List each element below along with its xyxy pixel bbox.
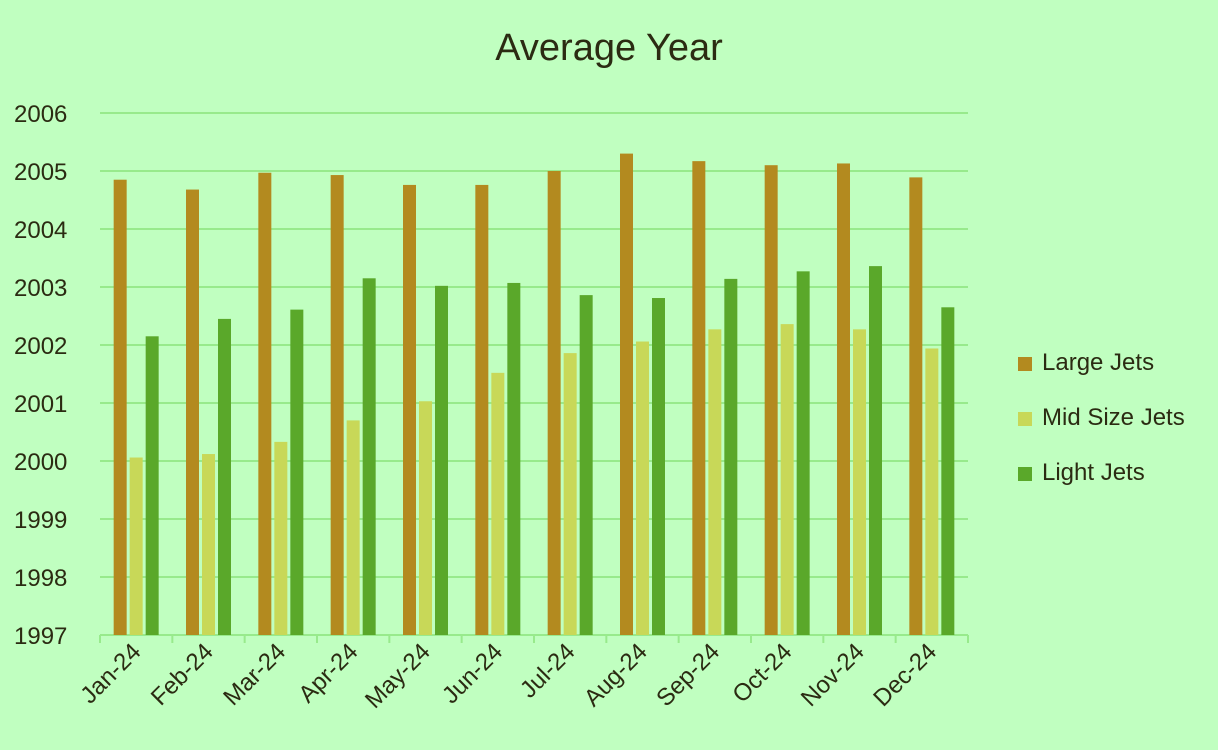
legend-label: Large Jets [1042, 349, 1154, 376]
x-tick-label: Apr-24 [293, 638, 363, 708]
legend: Large Jets Mid Size Jets Light Jets [1018, 349, 1185, 486]
bar-light-jets-apr-24 [362, 278, 376, 635]
bar-mid-size-jets-feb-24 [202, 454, 215, 635]
bar-large-jets-aug-24 [620, 153, 633, 635]
bar-mid-size-jets-mar-24 [274, 441, 288, 635]
bar-mid-size-jets-jul-24 [563, 353, 577, 635]
y-tick-label: 2002 [14, 333, 67, 360]
x-tick-label: Oct-24 [727, 638, 797, 708]
x-tick-label: Dec-24 [868, 638, 942, 712]
bar-light-jets-jan-24 [145, 336, 159, 635]
bar-light-jets-jul-24 [579, 295, 593, 635]
y-tick-label: 2003 [14, 275, 67, 302]
legend-swatch [1018, 357, 1032, 371]
bar-mid-size-jets-sep-24 [708, 329, 722, 635]
chart-title: Average Year [495, 27, 723, 69]
bar-large-jets-oct-24 [764, 165, 778, 635]
y-tick-label: 1998 [14, 565, 67, 592]
x-tick-label: Jul-24 [515, 638, 580, 703]
bar-large-jets-jan-24 [113, 179, 127, 635]
bar-large-jets-apr-24 [330, 175, 344, 635]
gridlines [99, 112, 969, 643]
bar-light-jets-nov-24 [869, 266, 882, 635]
bar-mid-size-jets-apr-24 [346, 420, 360, 635]
bar-large-jets-dec-24 [909, 177, 923, 635]
x-tick-label: Jun-24 [437, 638, 508, 709]
x-tick-label: May-24 [360, 638, 436, 714]
bar-large-jets-jun-24 [475, 184, 489, 636]
x-tick-label: Sep-24 [651, 638, 725, 712]
legend-label: Light Jets [1042, 459, 1145, 486]
y-tick-label: 2000 [14, 449, 67, 476]
bar-large-jets-nov-24 [837, 163, 850, 635]
legend-label: Mid Size Jets [1042, 404, 1185, 431]
bar-large-jets-sep-24 [692, 161, 706, 635]
bar-large-jets-jul-24 [547, 171, 561, 635]
y-tick-label: 2006 [14, 101, 67, 128]
bar-large-jets-mar-24 [258, 172, 272, 636]
bar-light-jets-sep-24 [724, 278, 738, 635]
y-tick-label: 2004 [14, 217, 67, 244]
bar-light-jets-feb-24 [218, 318, 231, 635]
legend-swatch [1018, 467, 1032, 481]
y-tick-label: 1997 [14, 623, 67, 650]
bar-mid-size-jets-aug-24 [636, 341, 649, 635]
y-tick-label: 1999 [14, 507, 67, 534]
x-tick-label: Mar-24 [218, 638, 291, 711]
bar-mid-size-jets-nov-24 [853, 329, 866, 635]
y-axis-ticks: 1997 1998 1999 2000 2001 2002 2003 2004 2005 2006 [14, 101, 67, 650]
bar-mid-size-jets-may-24 [419, 401, 432, 635]
bar-light-jets-may-24 [435, 285, 448, 635]
bar-light-jets-mar-24 [290, 309, 304, 635]
bar-light-jets-oct-24 [796, 271, 810, 635]
x-tick-label: Nov-24 [796, 638, 870, 712]
bar-mid-size-jets-jan-24 [129, 457, 143, 635]
bar-light-jets-dec-24 [941, 307, 955, 635]
bar-mid-size-jets-oct-24 [780, 324, 794, 635]
legend-swatch [1018, 412, 1032, 426]
bar-light-jets-aug-24 [652, 298, 665, 635]
bar-large-jets-may-24 [403, 184, 416, 636]
x-tick-label: Jan-24 [75, 638, 146, 709]
x-tick-label: Feb-24 [146, 638, 219, 711]
y-tick-label: 2001 [14, 391, 67, 418]
bar-light-jets-jun-24 [507, 282, 521, 635]
bar-mid-size-jets-dec-24 [925, 348, 939, 635]
y-tick-label: 2005 [14, 159, 67, 186]
bar-large-jets-feb-24 [186, 189, 199, 635]
bar-mid-size-jets-jun-24 [491, 372, 505, 635]
x-tick-label: Aug-24 [579, 638, 653, 712]
bars [113, 153, 955, 636]
